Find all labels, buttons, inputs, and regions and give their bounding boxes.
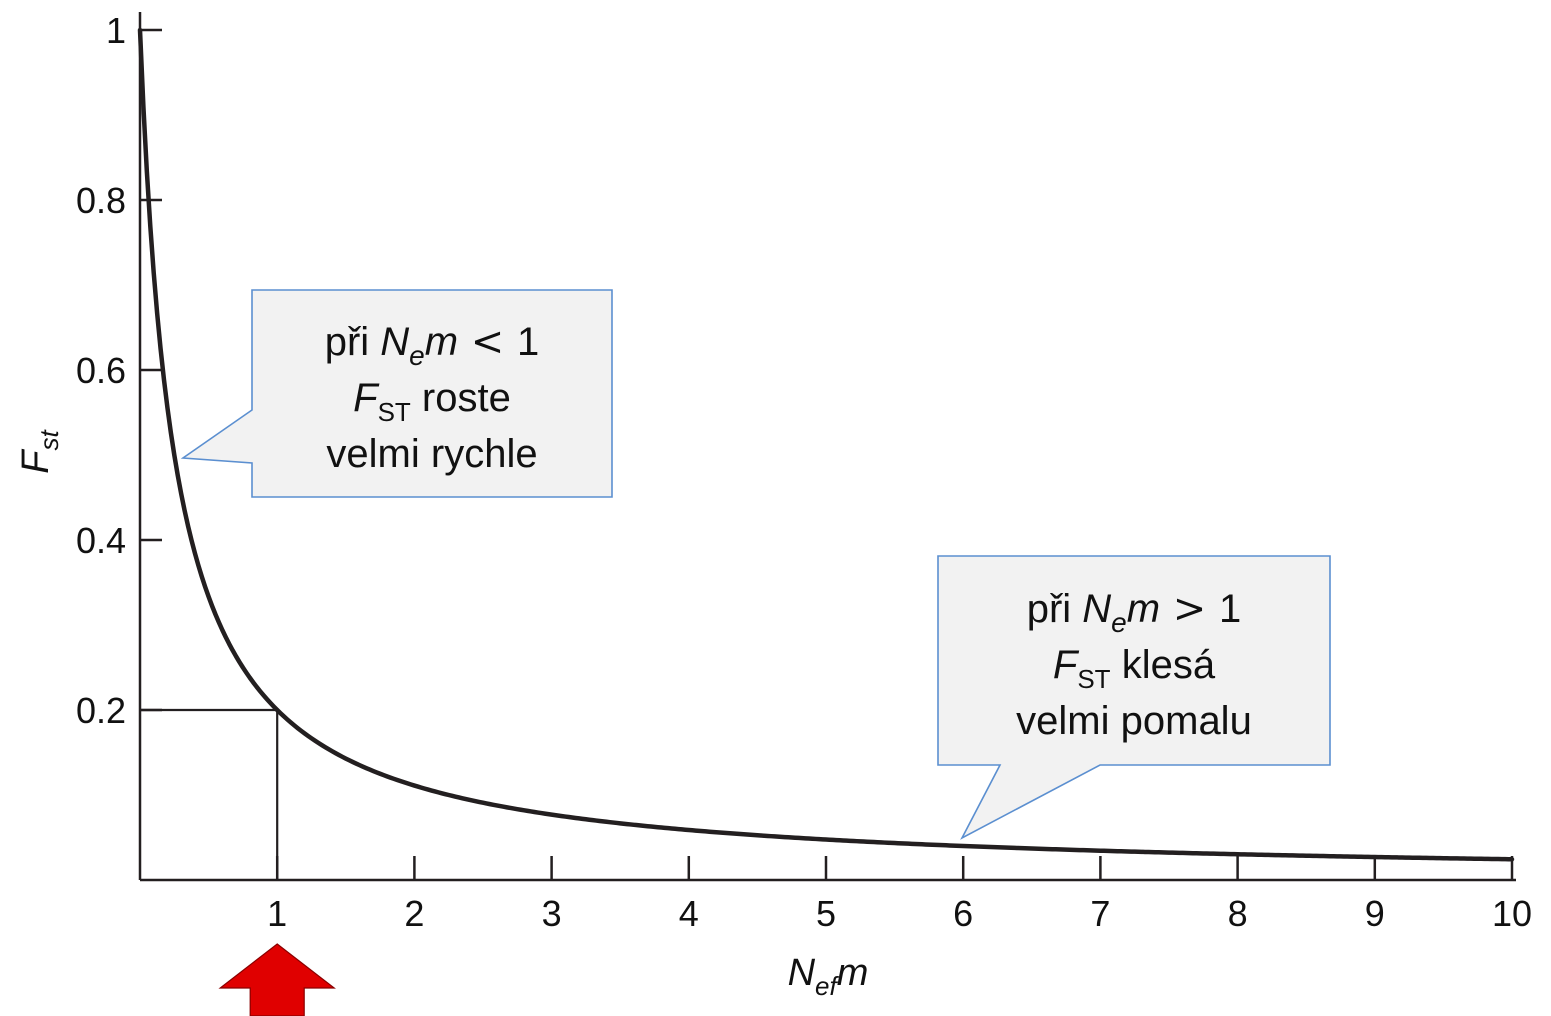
x-tick-label: 9	[1365, 893, 1385, 934]
x-tick-label: 6	[953, 893, 973, 934]
reference-lines	[140, 708, 279, 880]
callout-line-1: při Nem > 1	[1027, 586, 1242, 638]
x-tick-label: 7	[1090, 893, 1110, 934]
y-axis-title: Fst	[15, 429, 64, 474]
callout-line-2: FST klesá	[1053, 643, 1216, 694]
callout-line-1: při Nem < 1	[325, 319, 540, 371]
callout-verb: roste	[411, 376, 511, 420]
y-axis-title-main: F	[15, 449, 57, 474]
callout-fst-var: F	[353, 376, 380, 420]
x-tick-label: 3	[542, 893, 562, 934]
x-tick-label: 1	[267, 893, 287, 934]
callout-var: N	[380, 320, 409, 364]
x-axis-title-main: N	[788, 952, 816, 994]
callout-fst-var: F	[1053, 643, 1080, 687]
callout-operator: <	[458, 319, 517, 365]
y-tick-label: 0.2	[76, 690, 126, 731]
callout-var2: m	[425, 320, 458, 364]
callout-number: 1	[517, 320, 539, 364]
callout-text-prefix: při	[1027, 587, 1083, 631]
x-tick-label: 10	[1492, 893, 1532, 934]
x-axis-title-sub: ef	[815, 971, 839, 1001]
callout-sub: e	[409, 340, 425, 371]
x-tick-label: 2	[404, 893, 424, 934]
callout-line-2: FST roste	[353, 376, 511, 427]
callout-var: N	[1082, 587, 1111, 631]
y-tick-label: 1	[106, 10, 126, 51]
red-arrow-icon	[218, 943, 336, 1016]
x-axis-title-suffix: m	[837, 952, 869, 994]
callout-verb: klesá	[1111, 643, 1216, 687]
x-tick-label: 4	[679, 893, 699, 934]
callout-var2: m	[1127, 587, 1160, 631]
arrow-layer	[218, 943, 336, 1016]
callout-box	[180, 289, 613, 498]
y-axis-title-sub: st	[34, 429, 64, 451]
callout-line-3: velmi pomalu	[1016, 699, 1252, 743]
callout-fst-sub: ST	[1077, 664, 1110, 694]
callout-sub: e	[1111, 607, 1127, 638]
x-axis-title: Nefm	[788, 952, 869, 1001]
fst-curve	[137, 27, 1515, 862]
callout-fst-sub: ST	[378, 397, 411, 427]
x-tick-label: 8	[1228, 893, 1248, 934]
x-tick-label: 5	[816, 893, 836, 934]
callout-operator: >	[1160, 586, 1219, 632]
y-tick-label: 0.4	[76, 520, 126, 561]
curve-layer	[137, 27, 1515, 862]
callout-number: 1	[1219, 587, 1241, 631]
callout-box	[937, 555, 1331, 840]
y-tick-label: 0.6	[76, 350, 126, 391]
callout-text-prefix: při	[325, 320, 381, 364]
y-tick-label: 0.8	[76, 180, 126, 221]
callout-line-3: velmi rychle	[326, 432, 537, 476]
